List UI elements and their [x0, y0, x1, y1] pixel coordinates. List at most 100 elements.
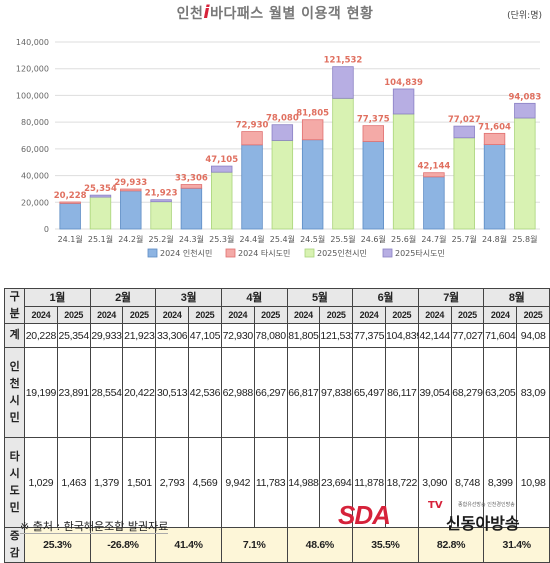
table-cell: 104,839: [384, 323, 419, 348]
total-data-label: 77,375: [357, 115, 390, 125]
table-cell: 2,793: [155, 437, 190, 528]
bar-segment: [514, 102, 536, 119]
total-data-label: 81,805: [296, 109, 329, 119]
bar-segment: [392, 113, 415, 230]
year-header: 2025: [253, 305, 288, 324]
bar-segment: [59, 201, 81, 204]
year-header: 2024: [220, 305, 255, 324]
bar-segment: [362, 141, 384, 230]
brand-sda: SDA: [338, 500, 391, 530]
bar-segment: [453, 137, 475, 230]
x-tick-label: 24.6월: [361, 234, 386, 244]
bar-segment: [483, 144, 506, 230]
year-header: 2024: [417, 305, 452, 324]
bar-segment: [514, 117, 536, 230]
table-cell: 81,805: [286, 323, 321, 348]
table-cell: 71,604: [483, 323, 518, 348]
y-tick-label: 40,000: [21, 172, 49, 181]
bar-chart: 0 20,000 40,000 60,000 80,000 100,000 120,000 1…: [16, 38, 541, 258]
y-tick-label: 100,000: [16, 91, 49, 100]
table-cell: 1,029: [24, 437, 58, 528]
y-tick-label: 80,000: [21, 118, 49, 127]
source-text: ※ 출처 : 한국해운조합 발권자료: [20, 520, 169, 534]
growth-cell: 7.1%: [220, 527, 288, 563]
table-cell: 19,199: [24, 347, 58, 438]
table-cell: 11,783: [253, 437, 288, 528]
bar-segment: [483, 132, 506, 145]
table-cell: 83,09: [516, 347, 550, 438]
row-label: 계: [4, 323, 25, 348]
table-cell: 8,399: [483, 437, 518, 528]
table-cell: 62,988: [220, 347, 255, 438]
year-header-row: 2024 2025 2024 2025 2024 2025 2024 2025 2024 2025…: [5, 305, 550, 324]
year-header: 2024: [24, 305, 58, 324]
title-left: 인천: [176, 6, 204, 22]
x-tick-label: 25.2월: [149, 234, 174, 244]
total-data-label: 21,923: [145, 189, 178, 199]
table-cell: 3,090: [417, 437, 452, 528]
x-tick-label: 25.7월: [452, 234, 477, 244]
year-header: 2025: [122, 305, 157, 324]
bar-segment: [120, 190, 142, 230]
x-tick-label: 25.5월: [330, 234, 355, 244]
table-cell: 121,532: [319, 323, 354, 348]
bar-segment: [392, 88, 415, 115]
x-tick-label: 24.2월: [118, 234, 143, 244]
table-cell: 9,942: [220, 437, 255, 528]
year-header: 2025: [384, 305, 419, 324]
bar-segment: [301, 139, 324, 230]
table-cell: 72,930: [220, 323, 255, 348]
chart-area: 인천i바다패스 월별 이용객 현황 (단위:명) 0 20,000 40,000 60…: [0, 2, 550, 258]
bar-segment: [241, 144, 263, 230]
table-cell: 78,080: [253, 323, 288, 348]
legend-swatch: [147, 248, 158, 258]
table-cell: 14,988: [286, 437, 321, 528]
bar-segment: [271, 140, 294, 230]
year-header: 2024: [483, 305, 518, 324]
bar-segment: [362, 125, 384, 142]
x-tick-label: 24.3월: [179, 234, 204, 244]
table-cell: 11,878: [352, 437, 386, 528]
table-cell: 66,817: [286, 347, 321, 438]
bar-segment: [120, 188, 142, 192]
chart-title: 인천i바다패스 월별 이용객 현황: [0, 2, 550, 23]
total-data-label: 47,105: [205, 155, 238, 165]
legend-label: 2025타시도민: [395, 248, 445, 258]
table-cell: 77,375: [352, 323, 386, 348]
table-cell: 65,497: [352, 347, 386, 438]
table-cell: 1,379: [89, 437, 124, 528]
brand-logo: SDA TV 종합유선방송 인천경인방송 신동아방송: [338, 500, 550, 533]
title-logo: i: [203, 2, 211, 23]
legend-swatch: [225, 248, 236, 258]
table-cell: 20,228: [24, 323, 58, 348]
unit-label: (단위:명): [507, 11, 542, 21]
growth-cell: 35.5%: [352, 527, 419, 563]
year-header: 2025: [450, 305, 485, 324]
x-tick-label: 24.8월: [482, 234, 507, 244]
total-data-label: 33,306: [175, 174, 208, 184]
bar-segment: [59, 202, 81, 230]
table-cell: 42,536: [188, 347, 222, 438]
brand-tv: TV: [428, 500, 443, 511]
month-header: 4월: [220, 288, 288, 307]
bar-segment: [150, 199, 172, 203]
bar-segment: [271, 124, 294, 141]
total-data-label: 104,839: [384, 78, 423, 88]
table-cell: 39,054: [417, 347, 452, 438]
legend-label: 2024 타시도민: [238, 248, 290, 258]
table-cell: 28,554: [89, 347, 124, 438]
total-data-label: 20,228: [54, 191, 87, 201]
month-header: 7월: [417, 288, 485, 307]
legend-swatch: [304, 248, 315, 258]
table-cell: 20,422: [122, 347, 157, 438]
stats-table-body: 구 분 1월 2월 3월 4월 5월 6월 7월 8월 2024 2025 2024 2025 2024 20…: [4, 288, 550, 563]
bar-segment: [301, 119, 324, 141]
table-cell: 25,354: [56, 323, 91, 348]
bar-segment: [332, 66, 354, 99]
growth-cell: 48.6%: [286, 527, 354, 563]
total-data-label: 72,930: [236, 121, 269, 131]
table-cell: 1,501: [122, 437, 157, 528]
table-cell: 47,105: [188, 323, 222, 348]
